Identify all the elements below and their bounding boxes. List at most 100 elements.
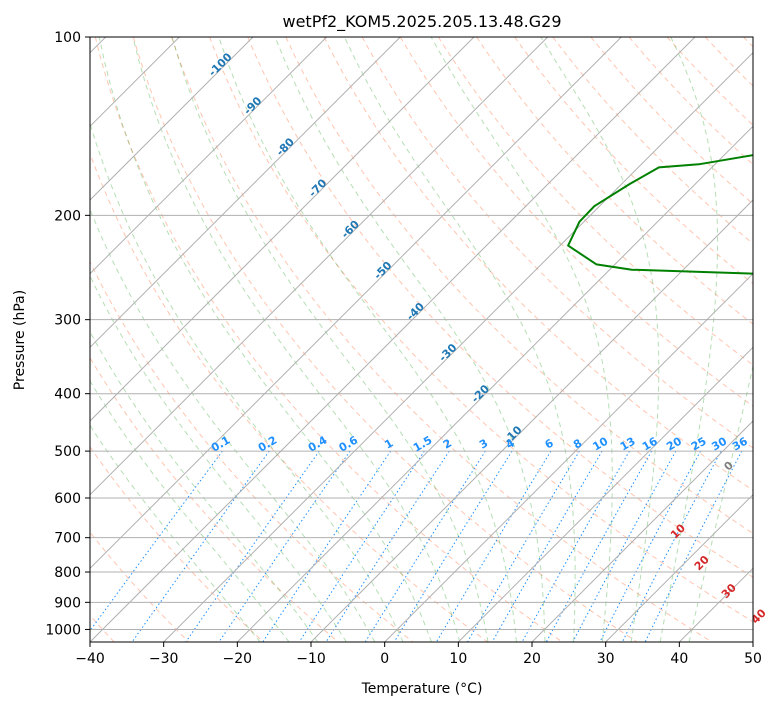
x-tick-label: −20 xyxy=(223,651,253,667)
dry-adiabat-line xyxy=(437,37,753,366)
y-tick-label: 1000 xyxy=(45,622,81,638)
x-tick-label: 40 xyxy=(670,651,688,667)
x-tick-label: −40 xyxy=(75,651,105,667)
dry-adiabat-line xyxy=(90,531,190,642)
isotherm-label: -30 xyxy=(436,341,459,364)
plot-frame xyxy=(89,36,754,643)
dry-adiabat-line xyxy=(247,37,753,578)
isotherm-line xyxy=(90,37,254,201)
isotherm-line xyxy=(678,567,753,642)
dry-adiabat-line xyxy=(514,37,753,285)
mixing-ratio-line xyxy=(521,450,630,642)
moist-adiabat-line xyxy=(171,37,489,642)
data-lines xyxy=(567,154,753,275)
moist-adiabat-line xyxy=(90,274,347,642)
isotherm-line xyxy=(457,346,753,642)
isotherm-line xyxy=(90,37,622,570)
mixing-ratio-line xyxy=(572,450,677,642)
red-isotherm-label: 10 xyxy=(668,521,688,541)
y-tick-label: 800 xyxy=(54,565,81,581)
isotherm-line xyxy=(236,125,753,642)
y-tick-label: 100 xyxy=(54,30,81,46)
dry-adiabat-line xyxy=(209,37,753,623)
isotherm-label: -80 xyxy=(274,135,297,158)
isotherm-line xyxy=(163,51,753,642)
isotherm-label: -20 xyxy=(469,382,492,405)
isotherm-line xyxy=(310,199,753,642)
moist-adiabat-line xyxy=(98,37,432,642)
dry-adiabat-line xyxy=(90,446,264,642)
y-axis-label: Pressure (hPa) xyxy=(12,290,28,390)
moist-adiabat-line xyxy=(90,207,376,642)
isotherm-line xyxy=(90,37,475,422)
moist-adiabat-line xyxy=(540,37,660,642)
isotherm-label: -90 xyxy=(241,94,264,117)
inplot-labels: -100-90-80-70-60-50-40-30-20-100.1 0.2 0.4… xyxy=(206,50,769,626)
x-tick-label: 20 xyxy=(523,651,541,667)
mixing-ratio-line xyxy=(491,450,603,642)
isotherm-line xyxy=(384,272,753,642)
dry-adiabat-line xyxy=(90,356,339,642)
dry-adiabat-line xyxy=(90,260,414,642)
moist-adiabat-line xyxy=(90,380,290,642)
dry-adiabat-line xyxy=(132,37,638,642)
x-axis: −40 −30 −20 −10 0 10 20 30 40 50 xyxy=(75,642,762,667)
moist-adiabat-line xyxy=(132,37,461,642)
y-tick-label: 600 xyxy=(54,491,81,507)
mixing-ratio-label: 3 xyxy=(477,437,490,452)
chart-title: wetPf2_KOM5.2025.205.13.48.G29 xyxy=(282,12,561,32)
dewpoint-profile-line xyxy=(567,154,753,275)
mixing-ratio-line xyxy=(185,450,320,642)
mixing-ratio-line xyxy=(621,450,722,642)
x-tick-label: 50 xyxy=(744,651,762,667)
dry-adiabat-line xyxy=(628,37,753,166)
isotherm-line xyxy=(605,493,753,642)
mixing-ratio-label: 6 xyxy=(543,436,556,451)
isotherm-line xyxy=(90,37,696,642)
x-tick-label: −30 xyxy=(149,651,179,667)
x-tick-label: −10 xyxy=(296,651,326,667)
isotherm-label: -60 xyxy=(339,217,362,240)
isotherm-line xyxy=(752,641,753,642)
dry-adiabat-line xyxy=(94,37,563,642)
mixing-ratio-line xyxy=(218,450,351,642)
moist-adiabat-line xyxy=(218,37,517,642)
dry-adiabat-line xyxy=(171,37,712,642)
mixing-ratio-line xyxy=(435,450,552,642)
mixing-ratio-line xyxy=(599,450,701,642)
mixing-ratio-label: 1 xyxy=(382,437,395,452)
mixing-ratio-line xyxy=(644,450,743,642)
dry-adiabat-line xyxy=(361,37,753,449)
dry-adiabat-line xyxy=(552,37,753,245)
moist-adiabat-line xyxy=(688,363,753,642)
y-tick-label: 300 xyxy=(54,313,81,329)
isotherm-line xyxy=(90,37,401,349)
isotherm-line xyxy=(531,420,753,642)
dry-adiabat-line xyxy=(90,152,488,642)
moist-adiabat-line xyxy=(90,424,261,642)
y-tick-label: 700 xyxy=(54,531,81,547)
dry-adiabat-line xyxy=(704,37,753,87)
dry-adiabat-line xyxy=(590,37,753,205)
x-tick-label: 30 xyxy=(597,651,615,667)
x-tick-label: 10 xyxy=(449,651,467,667)
mixing-ratio-line xyxy=(131,450,270,642)
y-tick-label: 500 xyxy=(54,444,81,460)
red-isotherm-label: 20 xyxy=(692,553,712,573)
mixing-ratio-line xyxy=(262,450,392,642)
mixing-ratio-line xyxy=(545,450,653,642)
y-tick-label: 400 xyxy=(54,387,81,403)
dry-adiabat-line xyxy=(399,37,753,407)
dry-adiabat-line xyxy=(666,37,753,126)
mixing-ratio-line xyxy=(298,450,425,642)
y-tick-label: 200 xyxy=(54,208,81,224)
grid-lines xyxy=(90,37,753,642)
mixing-ratio-line xyxy=(364,450,486,642)
isotherm-label: -100 xyxy=(206,50,235,79)
moist-adiabat-line xyxy=(430,37,613,642)
mixing-ratio-line xyxy=(467,450,580,642)
isotherm-line xyxy=(90,37,328,275)
y-axis: 100 200 300 400 500 600 700 800 900 1000 xyxy=(45,30,90,638)
moist-adiabat-line xyxy=(90,330,319,642)
